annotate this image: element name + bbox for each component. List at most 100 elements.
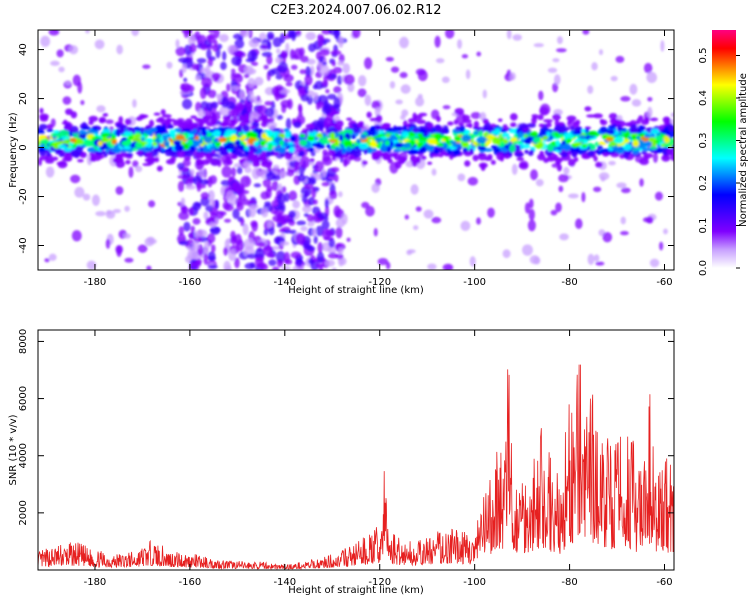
spectrogram-ridge-blob (284, 130, 291, 139)
snr-x-tick-label: -180 (84, 577, 107, 588)
spectrogram-ridge-blob (581, 144, 588, 149)
spectrogram-noise-blob (445, 30, 455, 39)
spectrogram-ridge-blob (547, 143, 554, 152)
spectrogram-ridge-blob (556, 164, 563, 172)
spectrogram-x-tick-label: -80 (561, 277, 577, 288)
spectrogram-noise-blob (228, 249, 237, 262)
spectrogram-ridge-blob (646, 127, 651, 132)
spectrogram-noise-blob (339, 257, 347, 266)
spectrogram-ridge-blob (121, 141, 129, 147)
spectrogram-y-tick-label: 40 (18, 43, 29, 56)
spectrogram-noise-blob (209, 222, 217, 228)
spectrogram-ridge-blob (195, 153, 205, 159)
spectrogram-noise-blob (232, 181, 241, 193)
spectrogram-noise-blob (595, 261, 605, 266)
spectrogram-noise-blob (249, 91, 254, 97)
spectrogram-ridge-blob (279, 139, 284, 146)
spectrogram-ridge-blob (352, 149, 362, 158)
spectrogram-noise-blob (431, 216, 442, 224)
spectrogram-ridge-blob (651, 142, 657, 147)
spectrogram-ridge-blob (259, 140, 266, 147)
spectrogram-ridge-blob (531, 114, 539, 118)
spectrogram-noise-blob (58, 66, 65, 73)
spectrogram-ridge-blob (315, 133, 323, 138)
spectrogram-noise-blob (220, 179, 231, 187)
spectrogram-noise-blob (225, 265, 232, 270)
spectrogram-noise-blob (40, 35, 51, 48)
spectrogram-noise-blob (337, 247, 344, 255)
spectrogram-noise-blob (434, 35, 441, 48)
spectrogram-noise-blob (262, 178, 272, 188)
spectrogram-ridge-blob (69, 137, 77, 143)
spectrogram-noise-blob (276, 114, 283, 120)
spectrogram-noise-blob (321, 105, 332, 115)
spectrogram-ridge-blob (190, 115, 198, 119)
spectrogram-ridge-blob (89, 157, 97, 162)
spectrogram-ridge-blob (512, 140, 523, 144)
spectrogram-ridge-blob (343, 140, 353, 148)
spectrogram-ridge-blob (148, 119, 155, 127)
snr-y-tick-label: 2000 (18, 500, 29, 525)
spectrogram-noise-blob (277, 192, 286, 205)
spectrogram-noise-blob (255, 95, 261, 102)
spectrogram-noise-blob (238, 194, 247, 202)
spectrogram-noise-blob (188, 232, 194, 239)
spectrogram-ridge-blob (328, 149, 336, 156)
spectrogram-ridge-blob (563, 132, 569, 141)
spectrogram-ridge-blob (370, 140, 378, 149)
spectrogram-noise-blob (646, 216, 654, 224)
spectrogram-ridge-blob (54, 148, 62, 155)
spectrogram-x-ticks: -180 -160 -140 -120 -100 -80 -60 (84, 30, 673, 288)
spectrogram-ridge-blob (194, 117, 203, 122)
spectrogram-noise-blob (317, 212, 329, 219)
spectrogram-noise-blob (660, 40, 665, 52)
spectrogram-ridge-blob (649, 146, 658, 150)
snr-y-ticks: 2000 4000 6000 8000 (18, 329, 674, 526)
spectrogram-ridge-blob (543, 119, 553, 123)
spectrogram-ridge-blob (496, 152, 504, 161)
spectrogram-ridge-blob (504, 154, 510, 159)
spectrogram-ridge-blob (159, 136, 164, 145)
spectrogram-ridge-blob (617, 127, 626, 132)
spectrogram-noise-blob (331, 167, 340, 173)
spectrogram-noise-blob (194, 75, 201, 82)
spectrogram-ridge-blob (183, 128, 192, 133)
spectrogram-ridge-blob (392, 148, 403, 153)
spectrogram-ridge-blob (335, 119, 344, 128)
spectrogram-noise-blob (333, 97, 341, 109)
spectrogram-noise-blob (288, 190, 298, 202)
spectrogram-noise-blob (278, 61, 288, 73)
spectrogram-noise-blob (212, 44, 218, 52)
spectrogram-noise-blob (196, 229, 208, 238)
spectrogram-ridge-blob (203, 136, 213, 144)
spectrogram-noise-blob (470, 112, 482, 119)
spectrogram-noise-blob (185, 184, 196, 190)
spectrogram-noise-blob (45, 166, 55, 178)
spectrogram-ridge-blob (594, 141, 600, 147)
spectrogram-noise-blob (266, 41, 272, 51)
spectrogram-ridge-blob (40, 131, 45, 135)
spectrogram-noise-blob (280, 203, 286, 213)
spectrogram-noise-blob (283, 251, 290, 264)
spectrogram-noise-blob (72, 74, 81, 87)
spectrogram-ridge-blob (287, 141, 294, 145)
spectrogram-ridge-blob (346, 117, 353, 121)
spectrogram-noise-blob (298, 105, 303, 114)
snr-y-tick-label: 4000 (18, 443, 29, 468)
colorbar-gradient (712, 30, 736, 268)
spectrogram-ridge-blob (175, 134, 185, 141)
spectrogram-noise-blob (401, 109, 409, 117)
spectrogram-noise-blob (189, 43, 197, 53)
spectrogram-ridge-blob (632, 140, 640, 147)
spectrogram-noise-blob (357, 88, 367, 98)
spectrogram-y-tick-label: 20 (18, 92, 29, 105)
spectrogram-ridge-blob (528, 151, 534, 157)
spectrogram-noise-blob (289, 229, 297, 235)
spectrogram-noise-blob (179, 68, 184, 78)
spectrogram-noise-blob (112, 208, 122, 214)
spectrogram-noise-blob (292, 265, 300, 270)
spectrogram-noise-blob (312, 120, 321, 130)
spectrogram-ridge-blob (472, 154, 479, 162)
spectrogram-noise-blob (281, 214, 290, 224)
